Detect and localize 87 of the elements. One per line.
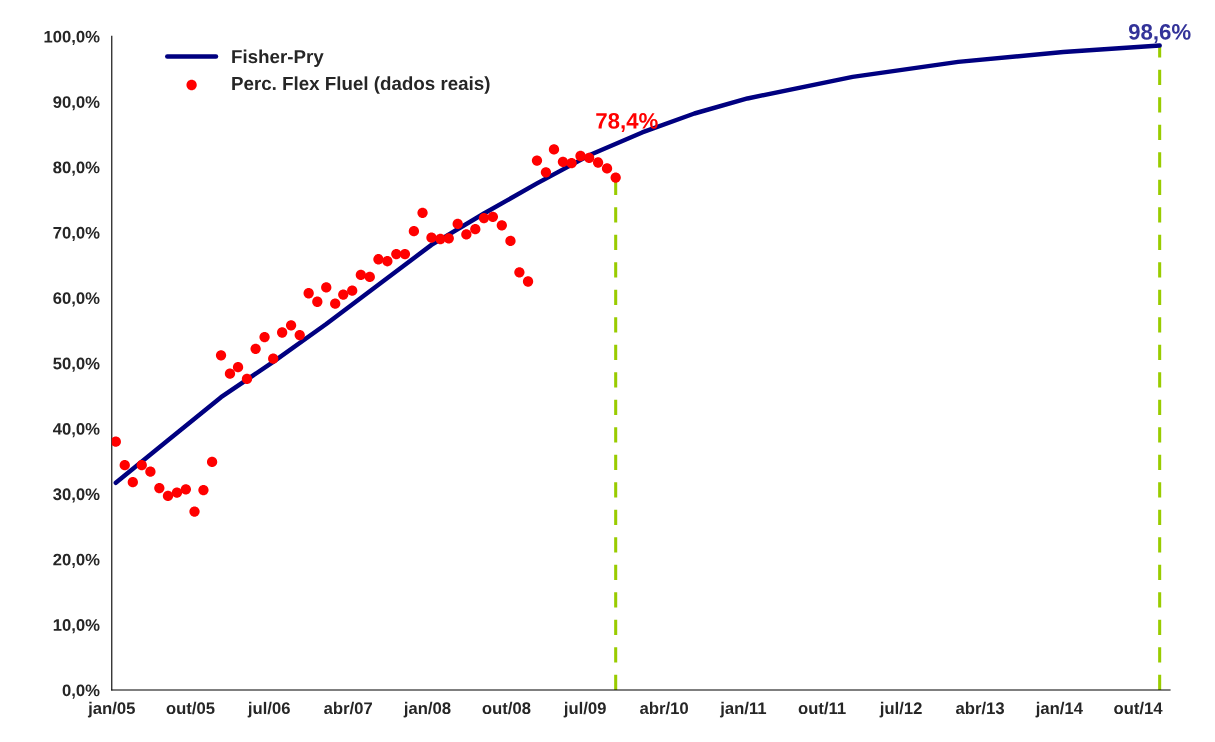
point (259, 331, 270, 343)
point (330, 298, 341, 309)
point (355, 269, 366, 281)
point (592, 157, 604, 168)
point (285, 320, 297, 331)
point (145, 466, 156, 477)
point (601, 163, 613, 174)
line-series (113, 43, 1162, 486)
y-tick-label: 90,0% (53, 96, 100, 111)
point (575, 150, 586, 162)
point (136, 460, 147, 471)
point (154, 482, 165, 494)
point (364, 271, 375, 283)
point (496, 220, 507, 231)
y-tick-label: 100,0% (44, 30, 100, 45)
x-tick-label: abr/10 (640, 701, 688, 715)
y-tick-label: 20,0% (53, 553, 100, 568)
y-tick-label: 70,0% (53, 226, 100, 242)
y-tick-label: 10,0% (53, 619, 100, 634)
point (373, 254, 384, 265)
legend-label: Perc. Flex Fluel (dados reais) (232, 76, 490, 94)
point (180, 484, 192, 495)
point (443, 233, 454, 244)
y-tick-label: 30,0% (53, 488, 100, 503)
point (232, 361, 244, 373)
x-tick-label: out/11 (798, 701, 846, 715)
y-tick-label: 40,0% (52, 422, 100, 438)
point (224, 368, 236, 379)
x-tick-label: jul/12 (879, 701, 922, 718)
x-tick-label: abr/07 (324, 701, 372, 715)
point (557, 156, 569, 168)
point (171, 487, 183, 498)
point (505, 235, 516, 247)
annotation: 78,4% (596, 112, 658, 132)
point (408, 226, 420, 237)
point (321, 282, 332, 293)
x-tick-label: jan/14 (1035, 701, 1083, 718)
y-tick-label: 60,0% (53, 292, 100, 307)
point (548, 144, 560, 155)
point (514, 267, 525, 278)
x-tick-label: out/14 (1114, 701, 1163, 715)
x-tick-label: out/08 (482, 701, 531, 715)
legend-label: Fisher-Pry (232, 49, 324, 67)
point (347, 285, 358, 296)
point (470, 224, 481, 235)
point (277, 327, 288, 338)
point (294, 329, 305, 341)
point (461, 229, 472, 240)
x-tick-label: jul/06 (247, 701, 290, 718)
x-tick-label: jul/09 (563, 701, 606, 718)
point (391, 248, 402, 260)
point (452, 218, 463, 230)
point (338, 289, 349, 300)
point (487, 211, 499, 222)
y-tick-label: 80,0% (53, 161, 100, 176)
point (426, 232, 437, 243)
point (111, 436, 121, 447)
point (206, 456, 218, 468)
point (250, 343, 261, 354)
point (610, 172, 621, 183)
point (215, 350, 227, 361)
x-tick-label: abr/13 (956, 701, 1005, 715)
point (119, 460, 130, 471)
annotation: 98,6% (1128, 23, 1191, 43)
point (478, 212, 490, 224)
point (268, 353, 279, 364)
point (127, 477, 138, 488)
point (584, 152, 595, 164)
y-tick-label: 0,0% (62, 684, 100, 699)
point (531, 155, 543, 166)
x-tick-label: jan/08 (403, 701, 451, 718)
point (399, 248, 411, 260)
point (162, 490, 174, 502)
point (312, 296, 323, 307)
point (198, 484, 209, 496)
x-tick-label: jan/11 (719, 701, 767, 718)
point (382, 256, 393, 267)
x-tick-label: out/05 (166, 701, 215, 715)
point (566, 158, 577, 169)
point (417, 207, 428, 219)
point (522, 276, 534, 287)
point (540, 167, 552, 178)
y-tick-label: 50,0% (53, 357, 100, 372)
x-tick-label: jan/05 (87, 701, 135, 718)
point (303, 288, 314, 299)
point (241, 373, 253, 385)
point (189, 506, 200, 517)
